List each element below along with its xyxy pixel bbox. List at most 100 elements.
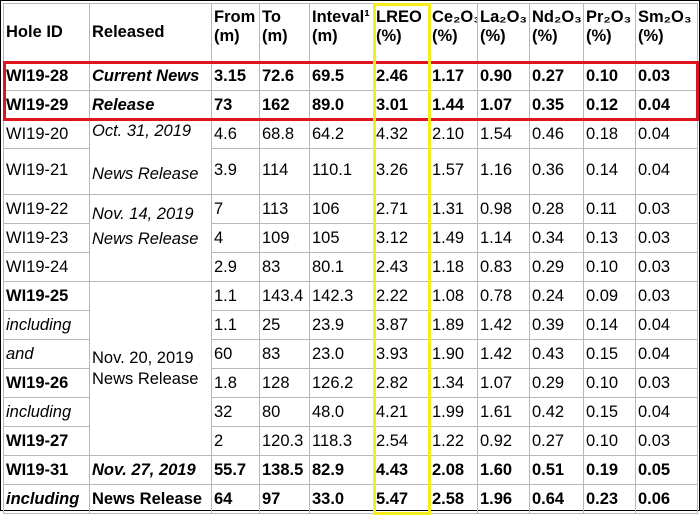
value-cell: 1.89 bbox=[429, 310, 478, 340]
cell-text: 2.46 bbox=[376, 66, 409, 85]
value-cell: 0.98 bbox=[477, 194, 530, 224]
cell-text: 1.54 bbox=[480, 124, 513, 143]
cell-text: 1.89 bbox=[432, 315, 465, 334]
cell-text: 1.14 bbox=[480, 228, 513, 247]
value-cell: 2.58 bbox=[429, 484, 478, 514]
value-cell: 1.07 bbox=[477, 368, 530, 398]
cell-text: 0.03 bbox=[638, 66, 671, 85]
cell-text: WI19-26 bbox=[6, 373, 69, 392]
cell-text: 7 bbox=[214, 199, 224, 218]
value-cell: 0.46 bbox=[529, 119, 584, 149]
cell-text: and bbox=[6, 344, 34, 363]
cell-text: 1.57 bbox=[432, 161, 465, 179]
cell-text: Current News bbox=[92, 66, 200, 85]
hole-id: WI19-28 bbox=[3, 61, 90, 91]
value-cell: 32 bbox=[211, 397, 260, 427]
cell-text: 1.44 bbox=[432, 95, 465, 114]
cell-text: 0.27 bbox=[532, 66, 565, 85]
value-cell: 1.16 bbox=[477, 148, 530, 195]
value-cell: 69.5 bbox=[309, 61, 374, 91]
cell-text: 0.03 bbox=[638, 431, 671, 450]
header-cell: Ce₂O₃ (%) bbox=[429, 3, 478, 62]
value-cell: 0.04 bbox=[635, 339, 698, 369]
cell-text: 0.10 bbox=[586, 257, 619, 276]
cell-text: 32 bbox=[214, 402, 233, 421]
value-cell: 0.42 bbox=[529, 397, 584, 427]
cell-text: 0.09 bbox=[586, 286, 619, 305]
cell-text: 97 bbox=[262, 489, 281, 508]
cell-text: 1.18 bbox=[432, 257, 465, 276]
cell-text: WI19-29 bbox=[6, 95, 69, 114]
value-cell: 0.29 bbox=[529, 252, 584, 282]
cell-text: (%) bbox=[376, 27, 402, 45]
cell-text: WI19-23 bbox=[6, 228, 69, 247]
cell-text: 0.04 bbox=[638, 344, 671, 363]
cell-text: 0.04 bbox=[638, 124, 671, 143]
table-body: WI19-28 Current News 3.15 72.6 69.5 2.46 1.17 0… bbox=[3, 61, 698, 514]
cell-text: WI19-27 bbox=[6, 431, 69, 450]
cell-text: 1.96 bbox=[480, 489, 513, 508]
value-cell: 1.60 bbox=[477, 455, 530, 485]
cell-text: 0.05 bbox=[638, 460, 671, 479]
cell-text: 3.9 bbox=[214, 161, 237, 179]
value-cell: 1.31 bbox=[429, 194, 478, 224]
value-cell: 5.47 bbox=[373, 484, 430, 514]
cell-text: News Release bbox=[92, 369, 199, 388]
value-cell: 105 bbox=[309, 223, 374, 253]
cell-text: 0.03 bbox=[638, 286, 671, 305]
value-cell: 48.0 bbox=[309, 397, 374, 427]
cell-text: 0.04 bbox=[638, 161, 671, 179]
cell-text: 0.03 bbox=[638, 373, 671, 392]
cell-text: 1.8 bbox=[214, 373, 237, 392]
cell-text: 2.08 bbox=[432, 460, 465, 479]
cell-text: 0.36 bbox=[532, 161, 565, 179]
hole-id: WI19-23 bbox=[3, 223, 90, 253]
cell-text: 0.78 bbox=[480, 286, 513, 305]
cell-text: 0.18 bbox=[586, 124, 619, 143]
cell-text: WI19-24 bbox=[6, 257, 69, 276]
value-cell: 0.36 bbox=[529, 148, 584, 195]
hole-id: WI19-31 bbox=[3, 455, 90, 485]
cell-text: 4.21 bbox=[376, 402, 409, 421]
cell-text: 1.07 bbox=[480, 95, 513, 114]
cell-text: 2 bbox=[214, 431, 224, 450]
header-cell: To (m) bbox=[259, 3, 310, 62]
value-cell: 0.03 bbox=[635, 368, 698, 398]
value-cell: 3.12 bbox=[373, 223, 430, 253]
cell-text: 1.16 bbox=[480, 161, 513, 179]
cell-text: 1.99 bbox=[432, 402, 465, 421]
table-row: WI19-29 Release 73 162 89.0 3.01 1.44 1.07 0.35 0… bbox=[3, 90, 698, 120]
results-table: Hole ID Released From (m) To (m) Inteval¹ (m) LR… bbox=[3, 3, 698, 514]
cell-text: 118.3 bbox=[312, 431, 353, 450]
cell-text: 64 bbox=[214, 489, 233, 508]
value-cell: 1.17 bbox=[429, 61, 478, 91]
value-cell: 0.83 bbox=[477, 252, 530, 282]
value-cell: 0.43 bbox=[529, 339, 584, 369]
cell-text: 83 bbox=[262, 257, 281, 276]
cell-text: 4 bbox=[214, 228, 224, 247]
value-cell: 138.5 bbox=[259, 455, 310, 485]
cell-text: Released bbox=[92, 23, 165, 41]
cell-text: 2.58 bbox=[432, 489, 465, 508]
cell-text: 69.5 bbox=[312, 66, 345, 85]
value-cell: 1.42 bbox=[477, 310, 530, 340]
value-cell: 120.3 bbox=[259, 426, 310, 456]
value-cell: 0.14 bbox=[583, 148, 636, 195]
cell-text: Hole ID bbox=[6, 23, 63, 41]
cell-text: 5.47 bbox=[376, 489, 409, 508]
header-cell: La₂O₃ (%) bbox=[477, 3, 530, 62]
cell-text: 0.83 bbox=[480, 257, 513, 276]
cell-text: 1.60 bbox=[480, 460, 513, 479]
value-cell: 0.15 bbox=[583, 339, 636, 369]
cell-text: 0.10 bbox=[586, 373, 619, 392]
value-cell: 3.93 bbox=[373, 339, 430, 369]
cell-text: 33.0 bbox=[312, 489, 345, 508]
released-cell: Oct. 31, 2019 News Release bbox=[89, 119, 212, 195]
value-cell: 110.1 bbox=[309, 148, 374, 195]
released-cell: Nov. 27, 2019 bbox=[89, 455, 212, 485]
value-cell: 25 bbox=[259, 310, 310, 340]
cell-text: 1.1 bbox=[214, 315, 237, 334]
value-cell: 7 bbox=[211, 194, 260, 224]
cell-text: 2.43 bbox=[376, 257, 409, 276]
cell-text: 0.29 bbox=[532, 257, 565, 276]
